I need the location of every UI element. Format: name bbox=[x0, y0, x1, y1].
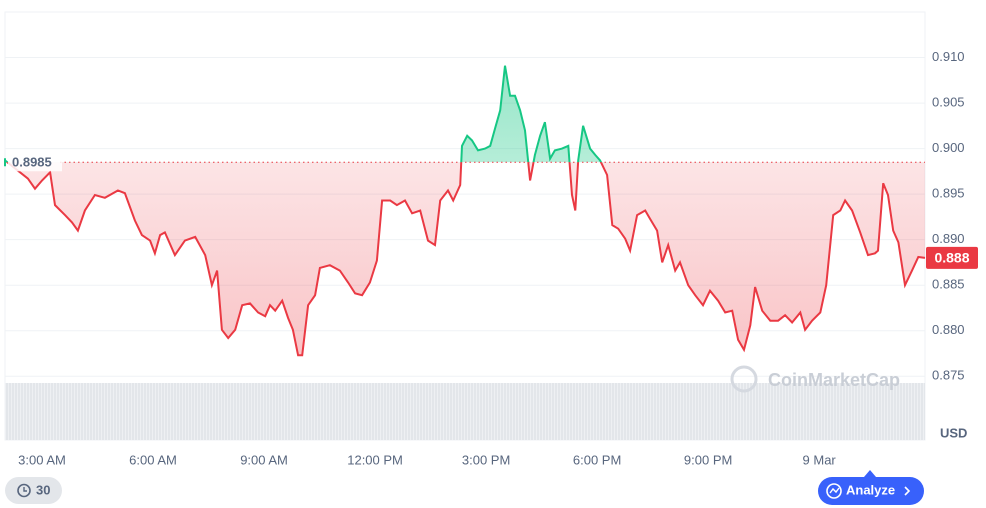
x-tick-label: 6:00 AM bbox=[129, 452, 177, 467]
price-line-down bbox=[5, 162, 926, 357]
volume-band bbox=[5, 383, 925, 440]
y-tick-label: 0.890 bbox=[932, 231, 965, 246]
range-label[interactable]: 30 bbox=[36, 482, 50, 497]
x-tick-label: 3:00 AM bbox=[18, 452, 66, 467]
watermark-text: CoinMarketCap bbox=[768, 370, 900, 390]
x-tick-label: 9 Mar bbox=[803, 452, 837, 467]
x-tick-label: 9:00 AM bbox=[240, 452, 288, 467]
baseline-label: 0.8985 bbox=[12, 155, 52, 170]
watermark: CoinMarketCap bbox=[730, 365, 900, 393]
y-tick-label: 0.875 bbox=[932, 368, 965, 383]
y-tick-label: 0.900 bbox=[932, 140, 965, 155]
price-line-up bbox=[4, 65, 603, 163]
y-tick-label: 0.910 bbox=[932, 49, 965, 64]
y-tick-label: 0.905 bbox=[932, 95, 965, 110]
y-tick-label: 0.895 bbox=[932, 186, 965, 201]
last-price-label: 0.888 bbox=[934, 250, 969, 266]
area-up bbox=[5, 65, 925, 163]
x-tick-label: 6:00 PM bbox=[573, 452, 621, 467]
last-price-badge bbox=[926, 246, 978, 269]
baseline-label-bg bbox=[8, 153, 62, 172]
pointer bbox=[864, 470, 876, 477]
x-tick-label: 12:00 PM bbox=[347, 452, 403, 467]
analyze-button[interactable]: Analyze bbox=[818, 477, 924, 505]
y-tick-label: 0.885 bbox=[932, 277, 965, 292]
area-down bbox=[7, 162, 925, 356]
range-button[interactable]: 30 bbox=[5, 477, 62, 504]
x-tick-label: 3:00 PM bbox=[462, 452, 510, 467]
analyze-label[interactable]: Analyze bbox=[846, 482, 895, 497]
unit-label: USD bbox=[940, 425, 967, 440]
baseline-tick bbox=[4, 158, 6, 167]
x-tick-label: 9:00 PM bbox=[684, 452, 732, 467]
plot: 0.875 0.880 0.885 0.890 0.895 0.900 0.905 0.910… bbox=[4, 49, 978, 467]
y-tick-label: 0.880 bbox=[932, 322, 965, 337]
